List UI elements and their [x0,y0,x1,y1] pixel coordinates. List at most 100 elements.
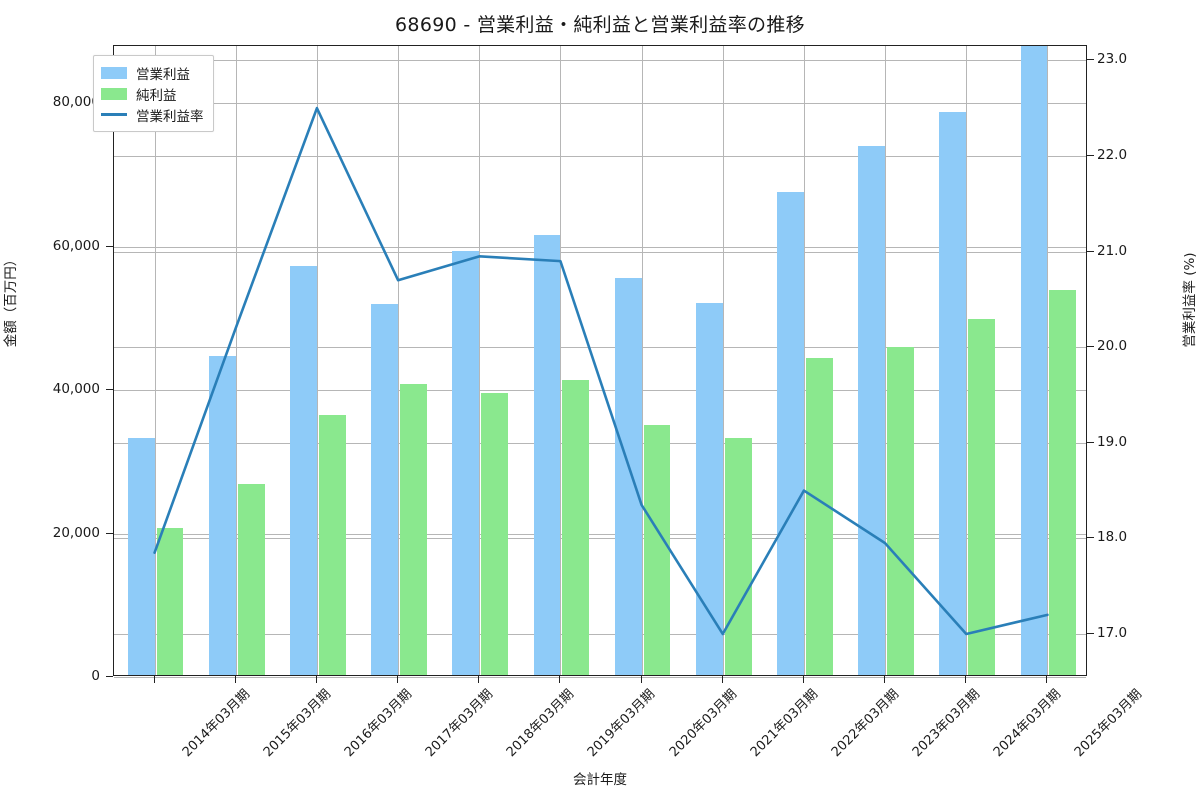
x-axis-tick-mark [965,676,967,683]
gridline-horizontal [114,155,1086,157]
y-axis-right-label: 営業利益率 (%) [1182,252,1198,348]
y-axis-right-tick-mark [1087,632,1094,634]
x-axis-tick-mark [478,676,480,683]
gridline-vertical [1047,46,1049,675]
x-axis-tick-label: 2022年03月期 [828,686,902,761]
bar-operating-profit [614,277,642,675]
x-axis-tick-mark [153,676,155,683]
y-axis-left-tick-mark [106,245,113,247]
y-axis-right-tick-label: 20.0 [1097,338,1128,355]
bar-operating-profit [127,438,155,675]
y-axis-left-tick-label: 0 [91,668,100,684]
gridline-horizontal [114,677,1086,678]
x-axis-tick-mark [884,676,886,683]
gridline-horizontal [114,347,1086,349]
y-axis-right-tick-mark [1087,154,1094,156]
y-axis-left-tick-mark [106,532,113,534]
bar-net-profit [562,379,590,675]
y-axis-left-tick-label: 40,000 [52,381,100,398]
x-axis-tick-label: 2021年03月期 [747,686,821,761]
y-axis-right-tick-label: 22.0 [1097,146,1128,163]
x-axis-tick-label: 2017年03月期 [422,686,497,761]
gridline-vertical [641,46,643,675]
bar-net-profit [1049,289,1077,675]
y-axis-left-tick-label: 20,000 [52,524,100,541]
bar-operating-profit [777,191,804,675]
legend-label: 純利益 [136,87,177,104]
bar-operating-profit [858,145,886,675]
gridline-horizontal [114,246,1086,248]
line-series-operating-margin [153,106,1049,636]
gridline-horizontal [114,251,1086,253]
x-axis-tick-label: 2014年03月期 [179,686,253,761]
legend-label: 営業利益 [136,66,190,83]
legend-item[interactable]: 営業利益 [101,62,204,83]
bar-net-profit [156,528,184,675]
x-axis-tick-mark [397,676,399,683]
y-axis-right-tick-label: 19.0 [1097,433,1128,450]
plot-area [113,45,1087,678]
gridline-vertical [803,46,805,675]
bar-operating-profit [371,304,399,675]
y-axis-left-tick-label: 60,000 [52,237,100,254]
y-axis-right-tick-mark [1087,441,1094,443]
x-axis-tick-mark [802,676,804,683]
x-axis-tick-label: 2016年03月期 [341,686,415,761]
bar-net-profit [968,319,996,675]
gridline-vertical [316,46,318,675]
bar-operating-profit [533,234,561,675]
x-axis-tick-mark [234,676,236,683]
gridline-horizontal [114,538,1086,540]
y-axis-right-tick-mark [1087,346,1094,348]
gridline-vertical [885,46,887,675]
y-axis-left-tick-mark [106,676,113,677]
chart-legend: 営業利益純利益営業利益率 [93,55,214,132]
legend-item[interactable]: 営業利益率 [101,104,204,125]
x-axis-tick-mark [315,676,317,683]
legend-swatch-icon [101,66,127,79]
y-axis-right-tick-mark [1087,59,1094,61]
bar-net-profit [237,484,265,675]
bar-net-profit [724,437,752,675]
y-axis-right-tick-mark [1087,537,1094,539]
gridline-horizontal [114,533,1086,535]
y-axis-right-tick-label: 21.0 [1097,242,1128,259]
y-axis-left-tick-label: 80,000 [52,94,100,111]
x-axis-tick-mark [1046,676,1048,683]
x-axis-tick-label: 2018年03月期 [504,686,578,761]
x-axis-tick-label: 2020年03月期 [666,686,740,761]
bar-operating-profit [290,266,317,675]
legend-label: 営業利益率 [136,108,204,125]
bar-operating-profit [208,355,236,675]
bar-net-profit [887,346,914,675]
gridline-horizontal [114,633,1086,635]
bar-net-profit [400,383,427,675]
legend-line-icon [101,113,127,116]
y-axis-right-tick-mark [1087,250,1094,252]
gridline-vertical [966,46,968,675]
y-axis-right-tick-label: 18.0 [1097,529,1128,546]
gridline-horizontal [114,390,1086,392]
bar-net-profit [643,424,671,675]
bar-operating-profit [452,250,480,675]
x-axis-tick-label: 2015年03月期 [260,686,334,761]
gridline-vertical [560,46,562,675]
y-axis-right-tick-label: 23.0 [1097,51,1128,68]
bar-operating-profit [939,112,967,675]
x-axis-tick-mark [559,676,561,683]
x-axis-tick-label: 2024年03月期 [991,686,1065,761]
legend-item[interactable]: 純利益 [101,83,204,104]
gridline-vertical [479,46,481,675]
bar-net-profit [318,415,346,675]
gridline-horizontal [114,60,1086,62]
chart-title: 68690 - 営業利益・純利益と営業利益率の推移 [395,14,805,36]
x-axis-tick-label: 2019年03月期 [585,686,659,761]
x-axis-label: 会計年度 [573,772,627,788]
x-axis-tick-label: 2025年03月期 [1072,686,1146,761]
y-axis-right-tick-label: 17.0 [1097,624,1128,641]
bar-net-profit [805,358,833,675]
gridline-vertical [235,46,237,675]
gridline-vertical [398,46,400,675]
x-axis-tick-label: 2023年03月期 [909,686,984,761]
